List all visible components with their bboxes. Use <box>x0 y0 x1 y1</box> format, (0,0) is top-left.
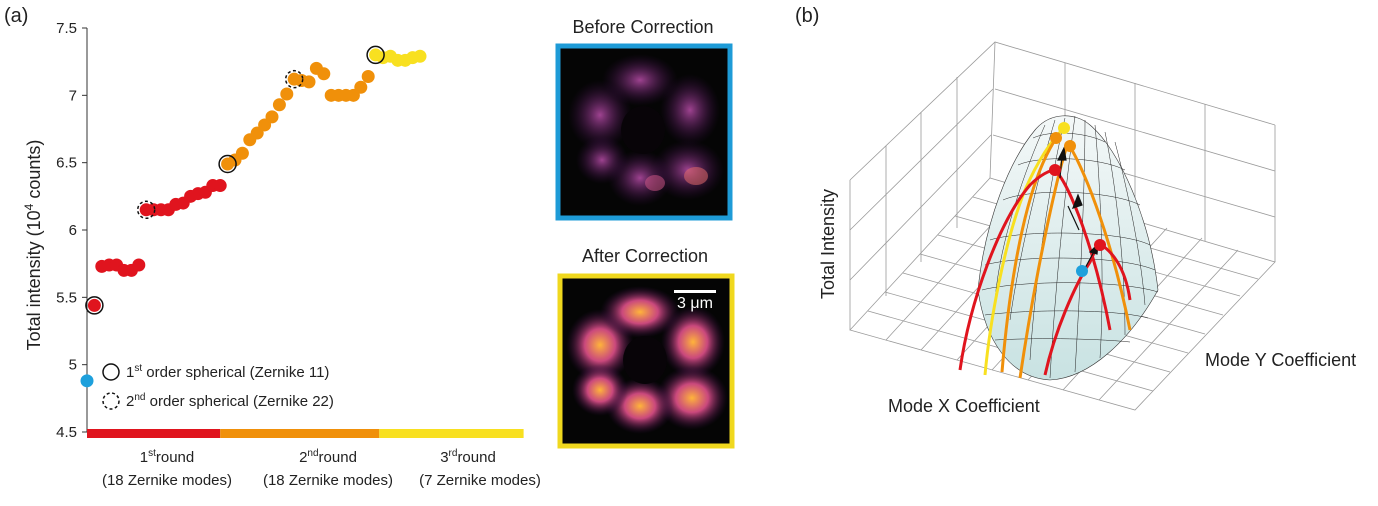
intensity-chart: 4.5 5 5.5 6 6.5 7 7.5 Total intensity (104 cou… <box>22 20 541 489</box>
y-tick-label: 5.5 <box>56 289 77 306</box>
point-round2 <box>361 69 375 83</box>
legend-2-post: order spherical (Zernike 22) <box>145 393 333 410</box>
before-image-panel: Before Correction <box>555 17 733 221</box>
legend-dashed-circle <box>102 392 120 410</box>
legend-solid-circle <box>102 363 120 381</box>
y-tick-label: 5 <box>69 357 77 374</box>
y-tick-label: 6 <box>69 222 77 239</box>
y-axis-title-tail: counts) <box>24 140 44 204</box>
round-1-label: 1stround <box>140 448 195 466</box>
round-bar-round2 <box>220 429 380 438</box>
point-round2 <box>280 87 294 101</box>
panel-a-tag: (a) <box>4 5 28 27</box>
point-round2 <box>302 75 316 89</box>
y-axis-title-main: Total intensity (10 <box>24 210 44 350</box>
round-labels: 1stround (18 Zernike modes) 2ndround (18… <box>102 448 541 489</box>
legend-1-sup: st <box>134 363 142 374</box>
before-cell-image <box>568 54 724 206</box>
spherical-2nd-marker <box>284 69 304 89</box>
z-axis-label: Total Intensity <box>818 189 838 299</box>
round-3-sup: rd <box>449 448 458 459</box>
panel-b-tag: (b) <box>795 5 819 27</box>
surface-plot: Total Intensity Mode X Coefficient Mode … <box>818 41 1356 416</box>
point-round1 <box>213 179 227 193</box>
round-2-modes: (18 Zernike modes) <box>263 472 393 489</box>
y-axis-title: Total intensity (104 counts) <box>22 140 44 351</box>
round2-max-b <box>1050 132 1062 144</box>
round-3-word: round <box>457 449 495 466</box>
after-cell-image <box>566 286 728 434</box>
point-round1 <box>87 298 101 312</box>
legend-entry-1: 1st order spherical (Zernike 11) <box>126 363 329 381</box>
surface-points <box>1049 122 1106 277</box>
legend-2-pre: 2 <box>126 393 134 410</box>
round1-max-b <box>1049 164 1061 176</box>
point-round2 <box>235 146 249 160</box>
round-2-num: 2 <box>299 449 307 466</box>
spherical-1st-marker <box>218 154 237 174</box>
spherical-2nd-marker <box>136 200 156 220</box>
legend-1-post: order spherical (Zernike 11) <box>142 364 329 381</box>
scale-bar-label: 3 μm <box>677 295 713 312</box>
y-axis-title-sup: 4 <box>22 203 36 210</box>
spherical-markers <box>85 45 385 315</box>
round-2-word: round <box>319 449 357 466</box>
round-3-modes: (7 Zernike modes) <box>419 472 541 489</box>
round-2-label: 2ndround <box>299 448 357 466</box>
round-bar-round1 <box>87 429 221 438</box>
point-round2 <box>354 80 368 94</box>
legend-entry-2: 2nd order spherical (Zernike 22) <box>126 392 334 410</box>
after-title: After Correction <box>582 246 708 266</box>
y-tick-label: 7.5 <box>56 20 77 37</box>
point-round2 <box>272 98 286 112</box>
point-round2 <box>265 110 279 124</box>
x-axis-label: Mode X Coefficient <box>888 396 1040 416</box>
round1-max-a <box>1094 239 1106 251</box>
round-2-sup: nd <box>307 448 318 459</box>
after-image-panel: After Correction 3 μm <box>557 246 735 449</box>
round-1-modes: (18 Zernike modes) <box>102 472 232 489</box>
spherical-1st-marker <box>85 296 104 315</box>
y-ticks: 4.5 5 5.5 6 6.5 7 7.5 <box>56 20 87 441</box>
path-arrows <box>1057 146 1099 271</box>
y-axis-label: Mode Y Coefficient <box>1205 350 1356 370</box>
legend: 1st order spherical (Zernike 11) 2nd ord… <box>102 363 334 410</box>
round3-max <box>1058 122 1070 134</box>
data-points <box>80 48 427 388</box>
round-bars <box>87 429 524 438</box>
point-round2 <box>317 67 331 81</box>
legend-2-sup: nd <box>134 392 145 403</box>
round-3-label: 3rdround <box>440 448 496 466</box>
round-1-num: 1 <box>140 449 148 466</box>
y-tick-label: 4.5 <box>56 424 77 441</box>
start-point <box>1076 265 1088 277</box>
round-3-num: 3 <box>440 449 448 466</box>
y-tick-label: 6.5 <box>56 155 77 172</box>
round-1-sup: st <box>148 448 156 459</box>
point-round3 <box>413 49 427 63</box>
scale-bar <box>674 290 716 293</box>
spherical-1st-marker <box>366 45 385 65</box>
before-title: Before Correction <box>572 17 713 37</box>
y-tick-label: 7 <box>69 87 77 104</box>
round-1-word: round <box>156 449 194 466</box>
legend-1-pre: 1 <box>126 364 134 381</box>
round2-max-a <box>1064 140 1076 152</box>
round-bar-round3 <box>379 429 524 438</box>
point-start <box>80 374 94 388</box>
point-round1 <box>132 258 146 272</box>
